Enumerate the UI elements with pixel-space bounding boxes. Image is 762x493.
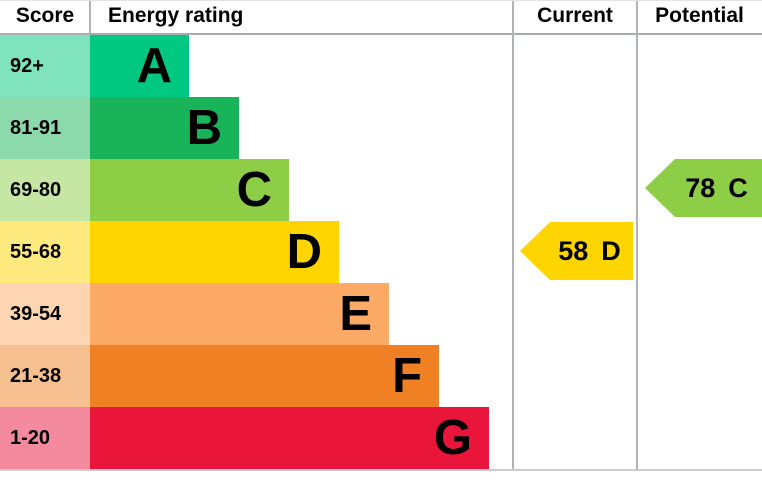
band-row-f: 21-38 F	[0, 345, 762, 407]
current-rating-value: 58	[558, 235, 589, 266]
band-letter-g: G	[433, 411, 472, 465]
chart-bottom-border	[0, 469, 762, 471]
band-bar-c: C	[90, 159, 289, 221]
band-letter-d: D	[286, 225, 322, 279]
band-bar-b: B	[90, 97, 239, 159]
band-bar-f: F	[90, 345, 439, 407]
potential-column-header: Potential	[655, 4, 744, 27]
band-letter-f: F	[392, 349, 422, 403]
band-letter-e: E	[339, 287, 372, 341]
current-column-header: Current	[537, 4, 613, 27]
score-range-f: 21-38	[0, 345, 90, 407]
potential-column-divider	[636, 1, 638, 469]
band-row-b: 81-91 B	[0, 97, 762, 159]
band-row-c: 69-80 C	[0, 159, 762, 221]
band-letter-b: B	[186, 101, 222, 155]
band-letter-c: C	[236, 163, 272, 217]
current-rating-band: D	[601, 235, 621, 266]
score-range-g: 1-20	[0, 407, 90, 469]
band-bar-e: E	[90, 283, 389, 345]
potential-rating-arrow: 78 C	[645, 159, 762, 217]
band-bar-g: G	[90, 407, 489, 469]
score-range-e: 39-54	[0, 283, 90, 345]
score-range-a: 92+	[0, 35, 90, 97]
band-bar-d: D	[90, 221, 339, 283]
score-range-b: 81-91	[0, 97, 90, 159]
band-bar-a: A	[90, 35, 189, 97]
score-range-c: 69-80	[0, 159, 90, 221]
energy-rating-column-header: Energy rating	[108, 4, 244, 27]
chart-header-row: Score Energy rating Current Potential	[0, 1, 762, 35]
score-column-header: Score	[15, 4, 75, 27]
band-rows: 92+ A 81-91 B 69-80 C 55-68 D 39-54 E 21…	[0, 35, 762, 469]
score-column-divider	[89, 1, 91, 33]
band-row-d: 55-68 D	[0, 221, 762, 283]
band-row-a: 92+ A	[0, 35, 762, 97]
current-column-divider	[512, 1, 514, 469]
band-letter-a: A	[136, 39, 172, 93]
potential-rating-value: 78	[685, 172, 716, 203]
score-range-d: 55-68	[0, 221, 90, 283]
band-row-e: 39-54 E	[0, 283, 762, 345]
band-row-g: 1-20 G	[0, 407, 762, 469]
potential-rating-band: C	[728, 172, 748, 203]
